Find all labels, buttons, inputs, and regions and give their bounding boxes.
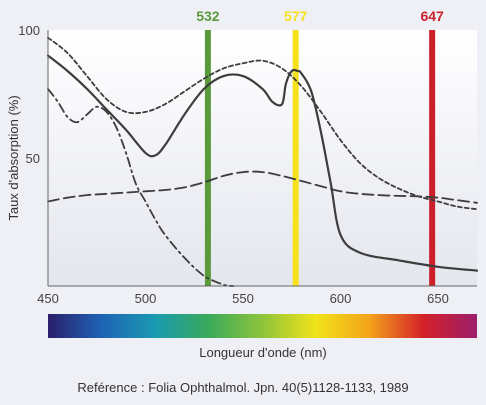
x-tick-label: 500 [135, 291, 157, 306]
tick-labels: 450 500 550 600 650 100 50 [18, 23, 449, 306]
plot-area [48, 30, 477, 286]
y-axis-title: Taux d'absorption (%) [6, 95, 21, 220]
x-tick-label: 650 [427, 291, 449, 306]
series-line-1 [46, 54, 479, 272]
laser-line-532 [204, 30, 211, 286]
series-line-2 [47, 36, 478, 211]
x-tick-label: 600 [330, 291, 352, 306]
y-tick-label: 100 [18, 23, 40, 38]
laser-label-532: 532 [196, 8, 220, 24]
x-tick-label: 450 [37, 291, 59, 306]
laser-label-577: 577 [284, 8, 308, 24]
laser-lines: 532 577 647 [196, 8, 444, 286]
laser-line-647 [429, 30, 436, 286]
x-tick-label: 550 [232, 291, 254, 306]
laser-line-577 [292, 30, 299, 286]
reference-note: Reférence : Folia Ophthalmol. Jpn. 40(5)… [77, 380, 409, 395]
series-line-4 [47, 88, 235, 287]
series-group [46, 36, 479, 287]
series-line-3 [47, 170, 478, 204]
y-tick-label: 50 [26, 151, 40, 166]
laser-label-647: 647 [420, 8, 444, 24]
spectrum-bar [48, 314, 477, 338]
x-axis-title: Longueur d'onde (nm) [199, 345, 327, 360]
